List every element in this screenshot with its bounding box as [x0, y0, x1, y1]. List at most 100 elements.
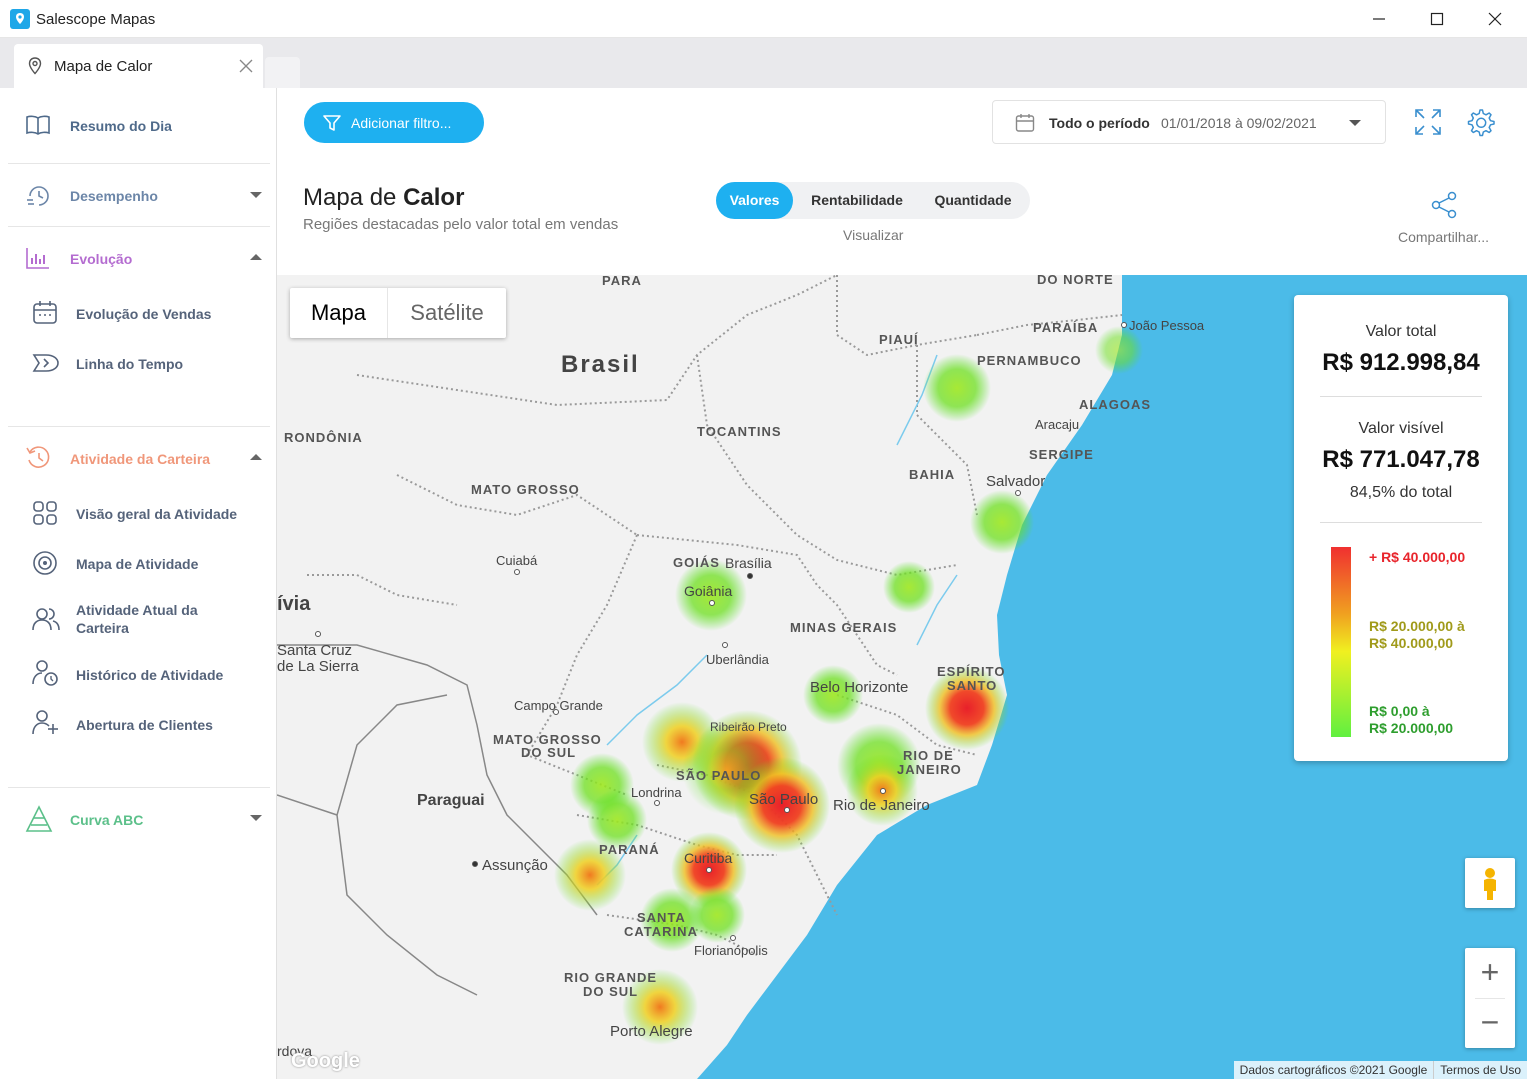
sidebar-item-evolucao[interactable]: Evolução	[0, 238, 276, 278]
period-label: Todo o período	[1049, 115, 1150, 131]
map-label: PERNAMBUCO	[977, 353, 1082, 368]
city-marker	[553, 709, 559, 715]
city-marker	[1121, 322, 1127, 328]
sidebar-divider	[8, 787, 270, 788]
period-range: 01/01/2018 à 09/02/2021	[1161, 115, 1317, 131]
add-filter-button[interactable]: Adicionar filtro...	[304, 102, 484, 143]
map-city-label: Belo Horizonte	[810, 679, 909, 696]
segment-valores[interactable]: Valores	[716, 182, 793, 219]
page-subtitle: Regiões destacadas pelo valor total em v…	[303, 216, 619, 233]
color-scale-bar	[1331, 547, 1351, 737]
city-marker	[315, 631, 321, 637]
map-type-control: Mapa Satélite	[290, 288, 506, 338]
map-label: SERGIPE	[1029, 447, 1094, 462]
page-title-light: Mapa de	[303, 184, 404, 211]
period-selector[interactable]: Todo o período 01/01/2018 à 09/02/2021	[992, 100, 1386, 144]
map-label: BAHIA	[909, 467, 956, 482]
terms-link[interactable]: Termos de Uso	[1433, 1061, 1527, 1079]
sidebar-subitem-linha-tempo[interactable]: Linha do Tempo	[0, 348, 276, 378]
view-segmented-control: Valores Rentabilidade Quantidade	[716, 182, 1030, 219]
zoom-out-button[interactable]: −	[1480, 1004, 1500, 1040]
sidebar-subitem-historico[interactable]: Histórico de Atividade	[0, 659, 276, 689]
grid-icon	[32, 500, 58, 531]
map-label: CATARINA	[624, 924, 698, 939]
chevron-up-icon	[250, 454, 262, 460]
city-marker	[880, 788, 886, 794]
tab-new[interactable]	[265, 57, 300, 88]
map-label: TOCANTINS	[697, 424, 782, 439]
total-label: Valor total	[1365, 323, 1437, 340]
tab-mapa-de-calor[interactable]: Mapa de Calor	[14, 44, 263, 88]
app-logo-icon	[10, 9, 30, 29]
sidebar-subitem-abertura[interactable]: Abertura de Clientes	[0, 709, 276, 739]
map-country-label: Brasil	[561, 351, 640, 378]
map-label: RIO GRANDE	[564, 970, 658, 985]
map-label: GOIÁS	[673, 555, 720, 570]
map-type-mapa[interactable]: Mapa	[290, 288, 388, 338]
map-label: RONDÔNIA	[284, 430, 363, 445]
segment-rentabilidade[interactable]: Rentabilidade	[811, 192, 903, 208]
sidebar-label-atividade-atual-2: Carteira	[76, 620, 129, 636]
sidebar: Resumo do Dia Desempenho Evolução Evoluç…	[0, 88, 277, 1079]
map-city-label: Goiânia	[684, 583, 733, 599]
segment-quantidade[interactable]: Quantidade	[934, 192, 1012, 208]
map-label: ESPÍRITO	[937, 664, 1006, 679]
sidebar-item-atividade-carteira[interactable]: Atividade da Carteira	[0, 438, 276, 478]
target-icon	[32, 550, 58, 581]
gear-icon[interactable]	[1465, 107, 1495, 142]
sidebar-subitem-visao-geral[interactable]: Visão geral da Atividade	[0, 498, 276, 528]
sidebar-item-desempenho[interactable]: Desempenho	[0, 176, 276, 216]
pyramid-icon	[25, 805, 53, 838]
map-city-label: Florianópolis	[694, 943, 768, 958]
chevron-up-icon	[250, 254, 262, 260]
map-label: SÃO PAULO	[676, 768, 762, 783]
maximize-button[interactable]	[1408, 0, 1466, 38]
minimize-button[interactable]	[1350, 0, 1408, 38]
zoom-in-button[interactable]: +	[1480, 954, 1500, 990]
map-label: JANEIRO	[897, 762, 962, 777]
sidebar-subitem-mapa-atividade[interactable]: Mapa de Atividade	[0, 548, 276, 578]
tab-close-icon[interactable]	[239, 54, 253, 79]
map-pin-icon	[26, 56, 44, 81]
heat-map[interactable]: PARA DO NORTE PARAÍBA PIAUÍ PERNAMBUCO A…	[277, 275, 1527, 1079]
sidebar-label-evolucao: Evolução	[70, 251, 133, 267]
city-marker	[730, 935, 736, 941]
sidebar-item-curva-abc[interactable]: Curva ABC	[0, 799, 276, 839]
map-label: SANTA	[637, 910, 686, 925]
sidebar-label-desempenho: Desempenho	[70, 188, 158, 204]
map-attribution: Dados cartográficos ©2021 Google Termos …	[1233, 1061, 1527, 1079]
map-city-label: rdova	[277, 1043, 313, 1059]
zoom-control: + −	[1465, 948, 1515, 1048]
map-label: DO NORTE	[1037, 275, 1114, 287]
legend-mid-1: R$ 20.000,00 à	[1369, 618, 1465, 634]
map-label: MINAS GERAIS	[790, 620, 898, 635]
map-city-label: João Pessoa	[1129, 318, 1205, 333]
visible-percentage: 84,5% do total	[1349, 484, 1453, 501]
sidebar-label-linha-tempo: Linha do Tempo	[76, 356, 184, 372]
fullscreen-icon[interactable]	[1414, 108, 1442, 141]
sidebar-divider	[8, 163, 270, 164]
sidebar-label-resumo: Resumo do Dia	[70, 118, 172, 134]
close-button[interactable]	[1466, 0, 1524, 38]
city-marker	[514, 569, 520, 575]
city-marker	[709, 600, 715, 606]
share-icon[interactable]	[1430, 191, 1458, 224]
history-gauge-icon	[25, 182, 53, 215]
sidebar-item-resumo[interactable]: Resumo do Dia	[0, 106, 276, 146]
sidebar-subitem-atividade-atual[interactable]: Atividade Atual da Carteira	[0, 596, 276, 640]
map-city-label: Campo Grande	[514, 698, 603, 713]
map-type-satelite[interactable]: Satélite	[410, 300, 484, 325]
visualizar-label: Visualizar	[843, 227, 904, 243]
heatmap-legend: Valor total R$ 912.998,84 Valor visível …	[1294, 295, 1508, 761]
city-marker	[706, 867, 712, 873]
sidebar-subitem-evolucao-vendas[interactable]: Evolução de Vendas	[0, 298, 276, 328]
map-label: DO SUL	[521, 745, 577, 760]
legend-divider	[1320, 522, 1482, 523]
sidebar-label-atividade: Atividade da Carteira	[70, 451, 211, 467]
map-city-label: Uberlândia	[706, 652, 769, 667]
visible-label: Valor visível	[1358, 420, 1444, 437]
share-label[interactable]: Compartilhar...	[1398, 229, 1490, 245]
city-marker	[1015, 490, 1021, 496]
street-view-pegman[interactable]	[1465, 858, 1515, 908]
chevron-down-icon	[1349, 120, 1361, 126]
